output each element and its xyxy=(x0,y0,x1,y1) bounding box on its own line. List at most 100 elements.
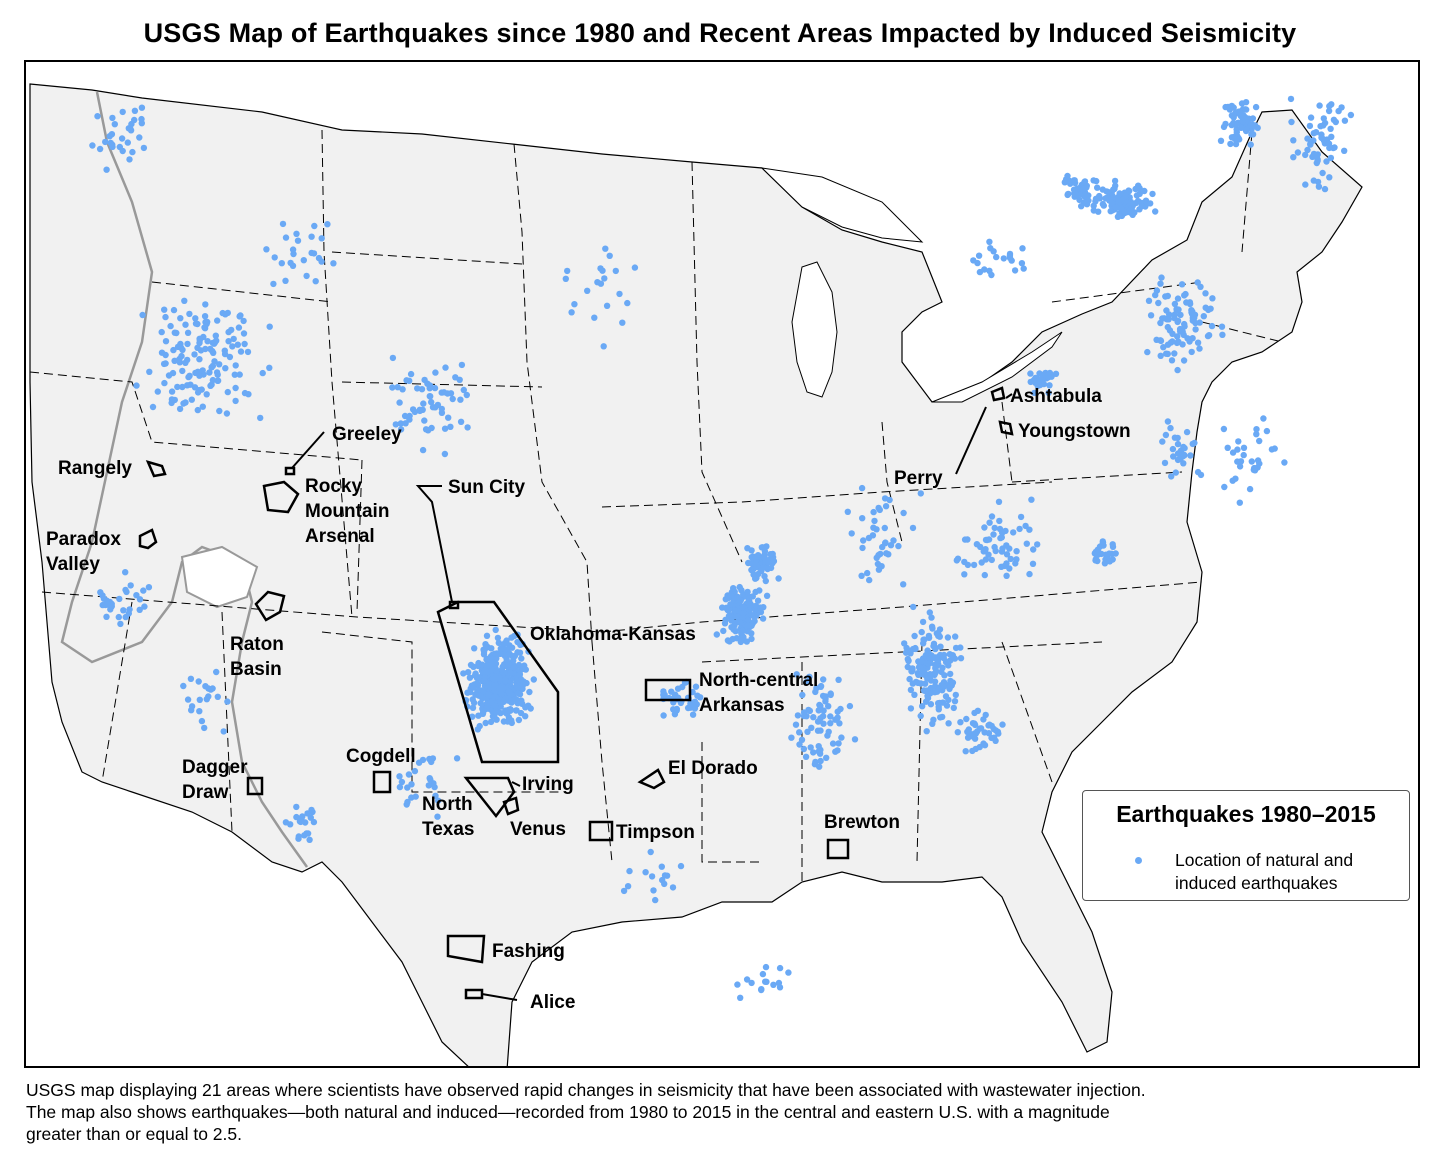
earthquake-point xyxy=(692,683,700,690)
earthquake-point xyxy=(477,687,484,694)
earthquake-point xyxy=(1029,560,1037,567)
earthquake-point xyxy=(1246,485,1254,493)
earthquake-point xyxy=(487,718,495,726)
earthquake-point xyxy=(952,644,960,652)
earthquake-point xyxy=(488,655,495,663)
earthquake-point xyxy=(748,635,755,643)
earthquake-point xyxy=(763,592,771,599)
earthquake-point xyxy=(146,368,153,375)
earthquake-point xyxy=(1240,451,1247,459)
earthquake-point xyxy=(932,644,939,651)
earthquake-point xyxy=(1194,279,1201,286)
earthquake-point xyxy=(875,566,883,573)
earthquake-point xyxy=(162,351,169,359)
earthquake-point xyxy=(1222,120,1229,128)
earthquake-point xyxy=(740,633,747,641)
earthquake-point xyxy=(934,657,942,665)
earthquake-point xyxy=(278,260,285,267)
earthquake-point xyxy=(917,712,924,720)
earthquake-point xyxy=(106,133,113,140)
earthquake-point xyxy=(1107,208,1114,215)
earthquake-point xyxy=(1243,126,1250,134)
earthquake-point xyxy=(1147,200,1154,207)
earthquake-point xyxy=(753,553,761,560)
earthquake-point xyxy=(810,714,817,721)
earthquake-point xyxy=(1302,151,1309,159)
earthquake-point xyxy=(1180,451,1188,458)
earthquake-point xyxy=(154,388,161,395)
earthquake-point xyxy=(1221,483,1228,491)
earthquake-point xyxy=(103,166,110,173)
earthquake-point xyxy=(428,398,435,406)
area-north-texas xyxy=(463,776,516,819)
earthquake-point xyxy=(282,234,290,241)
earthquake-point xyxy=(467,688,474,696)
earthquake-point xyxy=(318,235,325,242)
earthquake-point xyxy=(1307,141,1314,148)
earthquake-point xyxy=(1180,460,1187,467)
earthquake-point xyxy=(748,630,755,637)
earthquake-point xyxy=(418,386,426,393)
earthquake-point xyxy=(140,587,147,594)
earthquake-point xyxy=(736,583,743,591)
earthquake-point xyxy=(935,703,942,711)
earthquake-point xyxy=(909,524,917,532)
earthquake-point xyxy=(999,721,1006,728)
earthquake-point xyxy=(1205,332,1213,339)
earthquake-point xyxy=(945,662,952,669)
earthquake-point xyxy=(947,670,954,678)
earthquake-point xyxy=(204,338,211,345)
earthquake-point xyxy=(1174,366,1181,374)
earthquake-point xyxy=(907,686,915,694)
earthquake-point xyxy=(504,718,511,725)
earthquake-point xyxy=(145,584,153,591)
earthquake-point xyxy=(187,675,195,682)
earthquake-point xyxy=(229,343,236,350)
earthquake-point xyxy=(823,754,830,761)
label-youngstown: Youngstown xyxy=(1018,421,1131,442)
earthquake-point xyxy=(1314,156,1321,163)
earthquake-point xyxy=(181,297,188,304)
earthquake-point xyxy=(223,410,231,417)
label-alice: Alice xyxy=(530,992,575,1013)
earthquake-point xyxy=(601,275,608,282)
earthquake-point xyxy=(911,632,918,640)
earthquake-point xyxy=(199,403,206,410)
earthquake-point xyxy=(447,423,454,430)
earthquake-point xyxy=(458,361,466,369)
earthquake-point xyxy=(754,597,762,604)
earthquake-point xyxy=(1100,202,1108,209)
earthquake-point xyxy=(730,585,737,592)
earthquake-point xyxy=(507,678,514,685)
earthquake-point xyxy=(170,306,178,314)
earthquake-point xyxy=(1347,111,1355,119)
earthquake-point xyxy=(1018,260,1026,267)
earthquake-point xyxy=(211,358,218,365)
earthquake-point xyxy=(1020,265,1027,272)
earthquake-point xyxy=(981,742,989,749)
earthquake-point xyxy=(748,554,755,561)
earthquake-point xyxy=(389,354,397,362)
earthquake-point xyxy=(933,662,940,670)
earthquake-point xyxy=(660,712,667,719)
earthquake-point xyxy=(434,813,441,820)
earthquake-point xyxy=(196,356,203,363)
earthquake-point xyxy=(994,728,1002,735)
earthquake-point xyxy=(874,560,882,568)
earthquake-point xyxy=(115,613,123,621)
earthquake-point xyxy=(761,548,769,555)
earthquake-point xyxy=(900,509,907,517)
earthquake-point xyxy=(179,367,186,375)
earthquake-point xyxy=(1335,107,1342,115)
earthquake-point xyxy=(188,707,195,714)
earthquake-point xyxy=(1217,137,1225,144)
label-ashtabula: Ashtabula xyxy=(1010,386,1102,407)
earthquake-point xyxy=(648,873,656,880)
earthquake-point xyxy=(401,412,409,420)
earthquake-point xyxy=(661,872,669,879)
earthquake-point xyxy=(1315,183,1323,190)
earthquake-point xyxy=(1095,549,1102,556)
earthquake-point xyxy=(1168,473,1175,480)
earthquake-point xyxy=(879,543,886,551)
earthquake-point xyxy=(915,671,922,678)
